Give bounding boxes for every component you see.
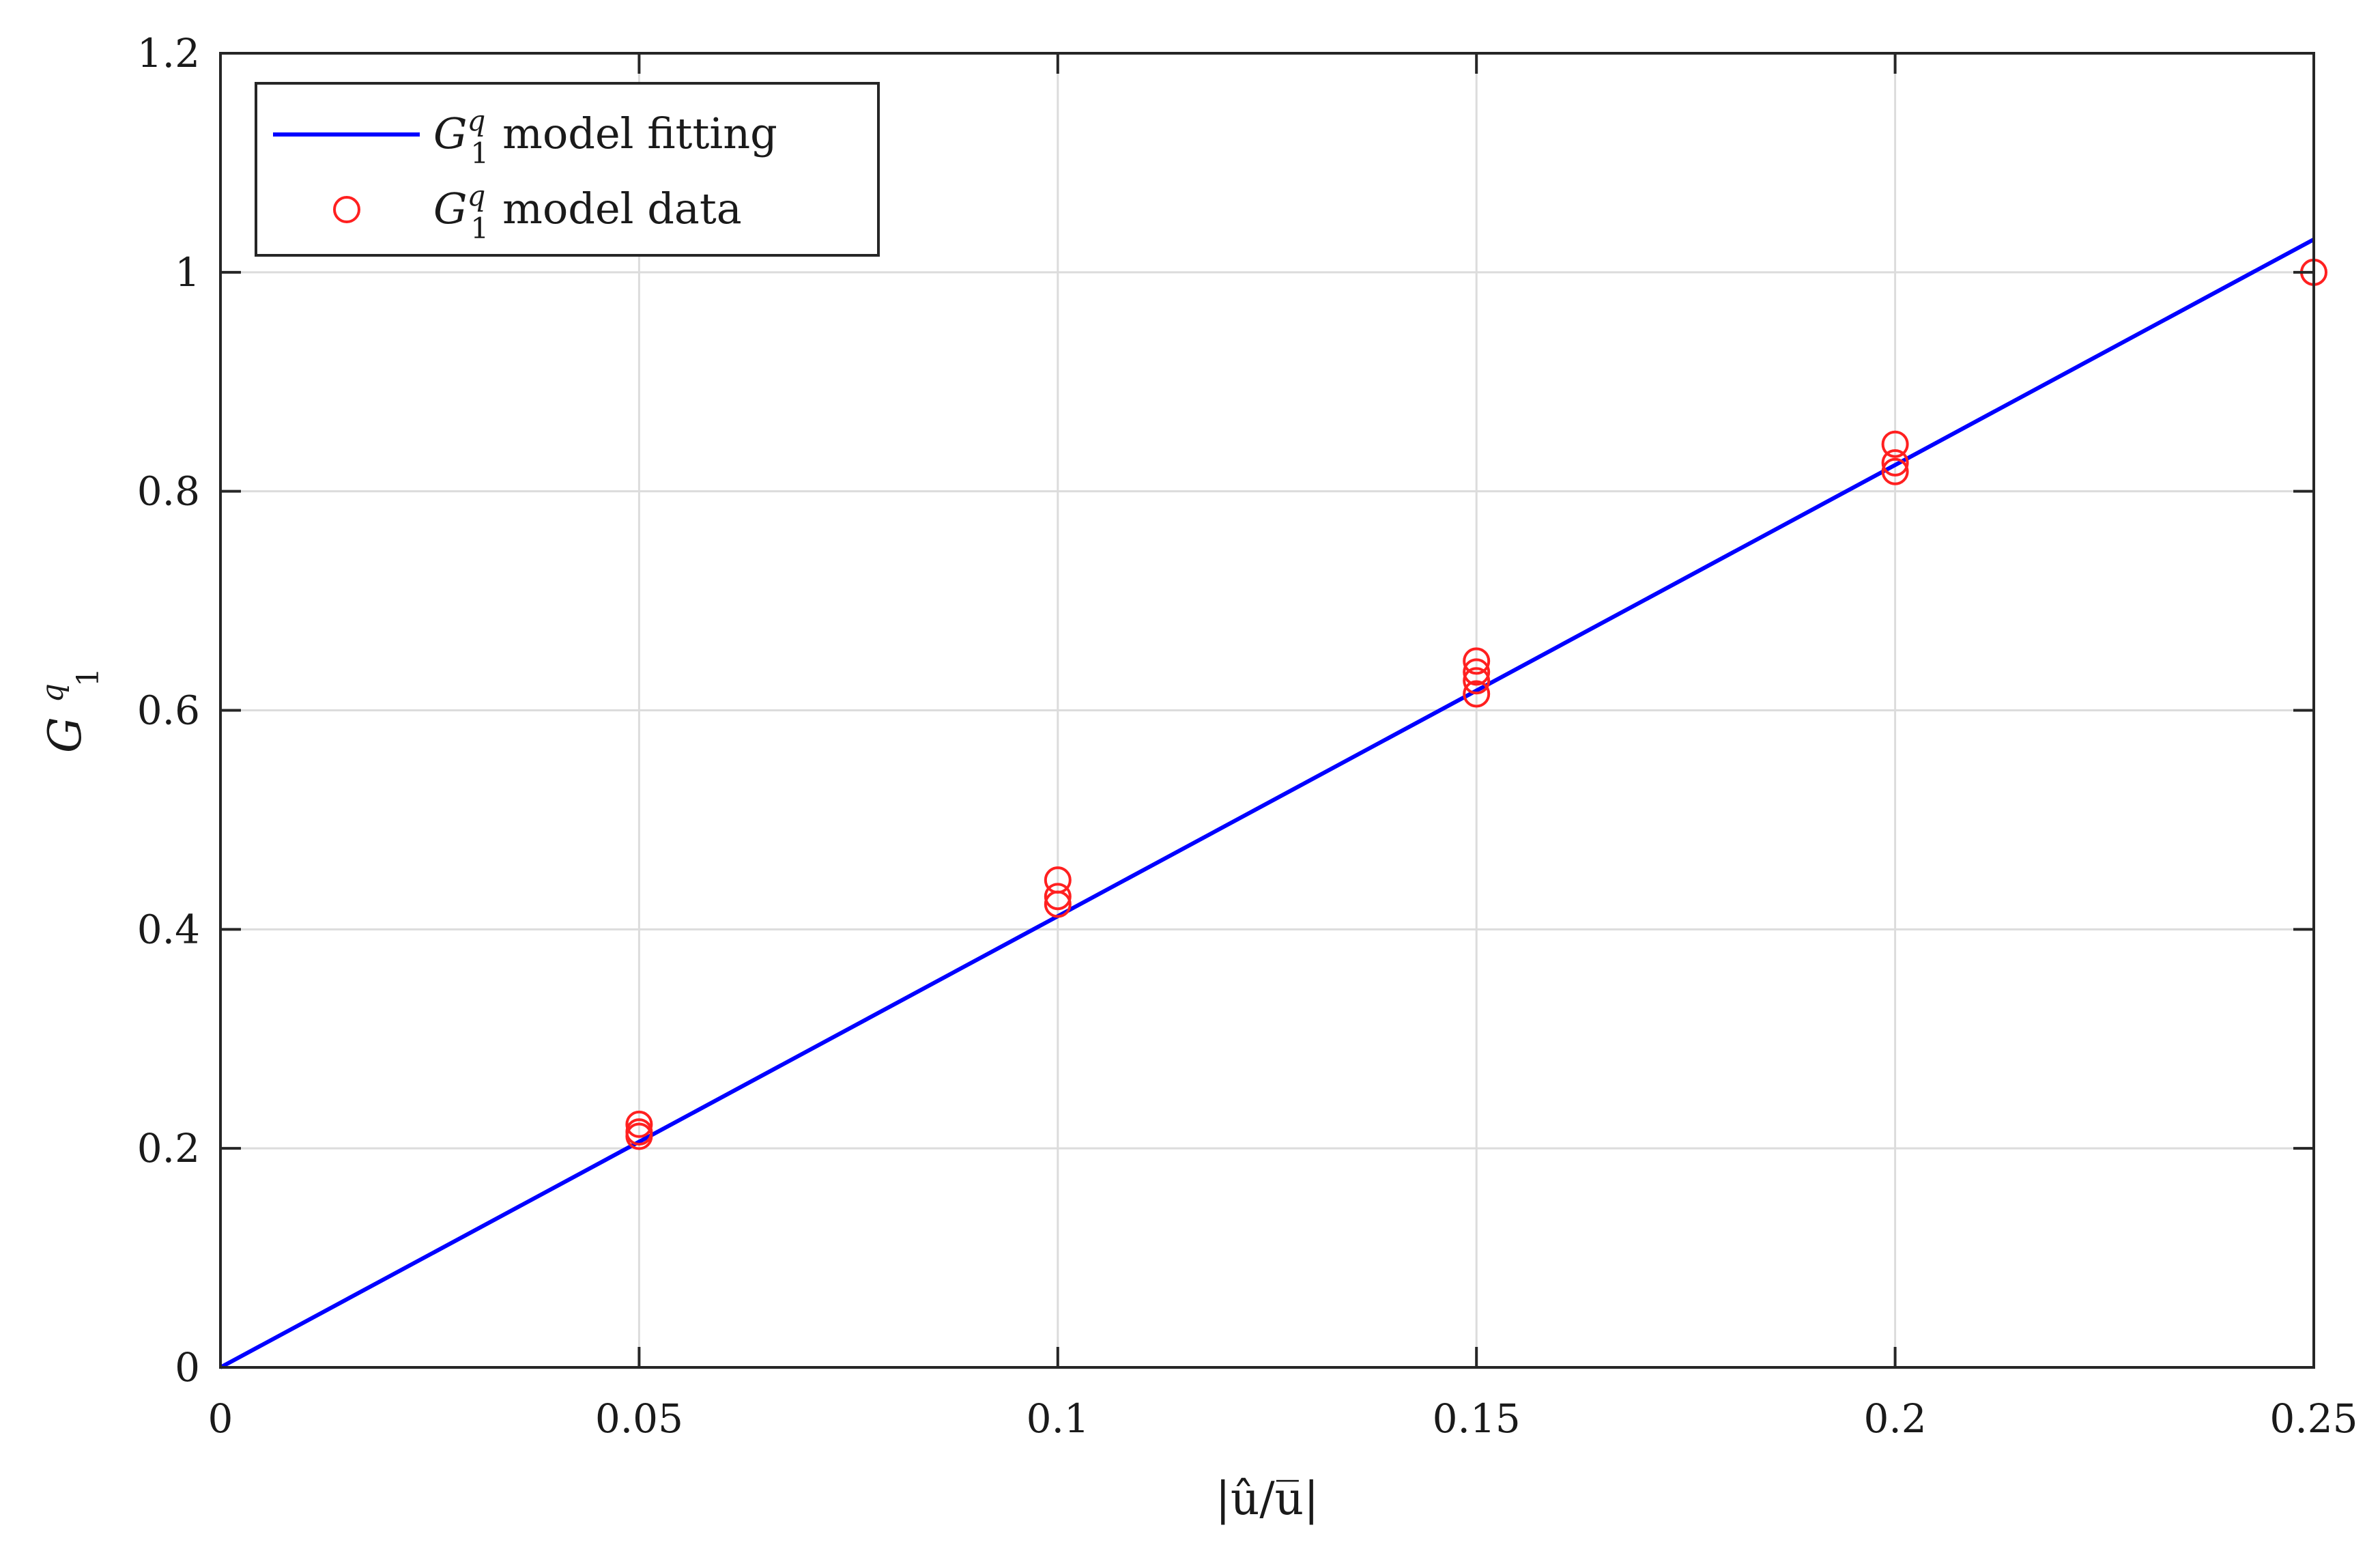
x-tick-label: 0.15 [1433,1395,1521,1442]
legend-entry-name: model data [502,184,742,233]
y-tick-label: 1 [175,249,200,296]
y-tick-label: 0.4 [137,906,200,952]
legend-entry-label: Gq 1 model fitting [433,104,777,170]
y-axis-title-subscript: 1 [71,668,106,687]
legend-box [255,82,880,257]
data-point [1881,457,1909,485]
x-tick-label: 0.25 [2269,1395,2357,1442]
legend-entry-superscript: q [468,104,486,137]
data-point [625,1110,653,1138]
legend-swatch-marker [333,196,360,223]
x-tick-label: 0.2 [1863,1395,1926,1442]
data-point [625,1122,653,1150]
y-tick-label: 0.8 [137,468,200,515]
data-point [1463,647,1491,675]
legend-entry-symbol: G [433,184,468,233]
grid-lines [220,53,2314,1367]
y-tick-label: 1.2 [137,30,200,76]
legend-entry-name: model fitting [502,109,777,158]
legend-entry-symbol: G [433,109,468,158]
data-point [1881,430,1909,458]
x-tick-label: 0 [208,1395,233,1442]
legend-entry-subscript: 1 [470,137,489,170]
data-point [1881,449,1909,477]
y-axis-title-symbol: G [39,717,91,753]
legend-entry-superscript: q [468,179,486,212]
y-tick-label: 0 [175,1344,200,1391]
legend-entry-subscript: 1 [470,212,489,245]
x-tick-label: 0.05 [595,1395,683,1442]
y-axis-title: G q 1 [21,668,106,753]
x-axis-title: |û/u̅| [1216,1473,1319,1525]
plot-area [219,238,2327,1369]
data-point [1463,658,1491,686]
data-point [1044,883,1072,911]
series-line-model-fitting [219,238,2315,1369]
data-point [1463,667,1491,695]
y-axis-title-superscript: q [35,683,70,702]
y-tick-label: 0.2 [137,1125,200,1171]
x-tick-label: 0.1 [1027,1395,1089,1442]
y-tick-label: 0.6 [137,687,200,734]
data-point [1463,680,1491,708]
axis-ticks: 0 0.05 0.1 0.15 0.2 0.25 0 0.2 0.4 0.6 0.8 1 1.2 [137,30,2358,1442]
data-point [1044,890,1072,918]
legend-entry-label: Gq 1 model data [433,179,742,245]
